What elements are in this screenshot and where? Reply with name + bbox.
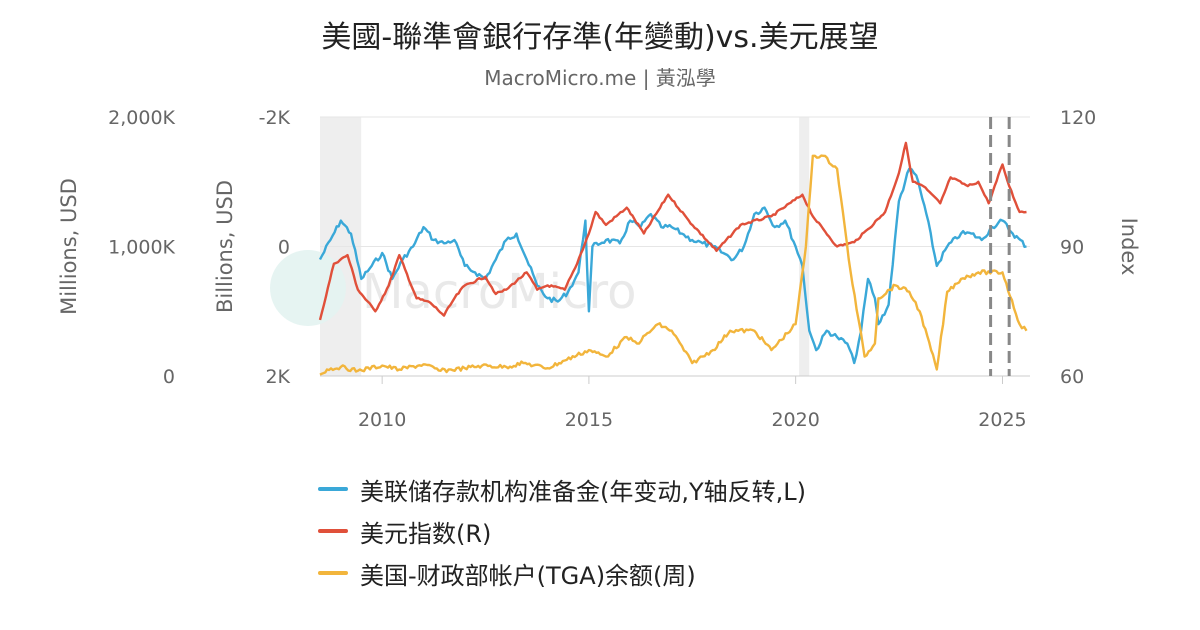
- right-tick-1: 90: [1060, 237, 1084, 259]
- left-outer-tick-1: 1,000K: [108, 237, 175, 259]
- legend-label-reserves: 美联储存款机构准备金(年变动,Y轴反转,L): [360, 477, 807, 506]
- vertical-markers: [989, 117, 1011, 376]
- x-tick-label-3: 2025: [978, 409, 1026, 431]
- left-inner-tick-1: 0: [278, 237, 290, 259]
- series-line-1: [318, 141, 1027, 321]
- axes: 2010 2015 2020 2025 0 1,000K 2,000K -2K 0 2K 60 90 1…: [57, 107, 1141, 431]
- legend-swatch-reserves: [318, 487, 348, 491]
- x-tick-label-1: 2015: [565, 409, 613, 431]
- legend-item-dxy[interactable]: 美元指数(R): [318, 510, 806, 552]
- x-tick-label-2: 2020: [771, 409, 819, 431]
- left-outer-axis-label: Millions, USD: [57, 178, 81, 315]
- chart-title: 美國-聯準會銀行存準(年變動)vs.美元展望: [321, 20, 879, 55]
- legend-item-reserves[interactable]: 美联储存款机构准备金(年变动,Y轴反转,L): [318, 468, 806, 510]
- left-outer-tick-2: 2,000K: [108, 107, 175, 129]
- watermark-logo-icon: [270, 250, 346, 326]
- right-tick-0: 60: [1060, 366, 1084, 388]
- left-inner-tick-0: -2K: [259, 107, 291, 129]
- legend-swatch-tga: [318, 571, 348, 575]
- grid-lines: [320, 116, 1030, 377]
- right-tick-2: 120: [1060, 107, 1096, 129]
- chart-canvas: MacroMicro 2010 2015 2020 2025 0 1,000K 2,000K…: [57, 107, 1141, 431]
- legend-swatch-dxy: [318, 529, 348, 533]
- left-outer-tick-0: 0: [163, 366, 175, 388]
- legend-item-tga[interactable]: 美国-财政部帐户(TGA)余额(周): [318, 552, 806, 594]
- series-lines: [318, 141, 1028, 376]
- watermark: MacroMicro: [270, 250, 636, 326]
- left-inner-axis-label: Billions, USD: [213, 180, 237, 313]
- legend-label-tga: 美国-财政部帐户(TGA)余额(周): [360, 561, 696, 590]
- chart-subtitle: MacroMicro.me | 黃泓學: [484, 66, 716, 90]
- left-inner-tick-2: 2K: [265, 366, 290, 388]
- series-line-2: [319, 154, 1028, 376]
- legend: 美联储存款机构准备金(年变动,Y轴反转,L) 美元指数(R) 美国-财政部帐户(…: [318, 468, 806, 594]
- legend-label-dxy: 美元指数(R): [360, 519, 492, 548]
- right-axis-label: Index: [1117, 218, 1141, 276]
- x-tick-label-0: 2010: [358, 409, 406, 431]
